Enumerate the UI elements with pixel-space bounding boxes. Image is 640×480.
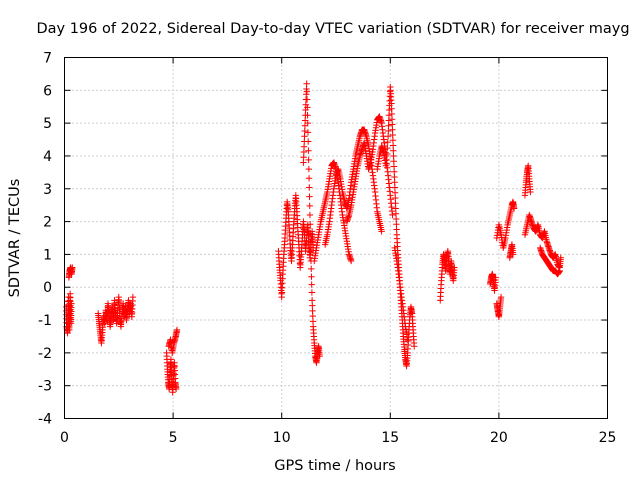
y-axis-label: SDTVAR / TECUs	[7, 179, 23, 298]
x-tick-label: 15	[381, 430, 399, 446]
data-point	[172, 385, 180, 393]
x-tick-label: 10	[273, 430, 291, 446]
data-point	[305, 165, 313, 173]
y-tick-label: 1	[43, 247, 52, 263]
data-point	[557, 254, 565, 261]
data-point	[305, 147, 312, 154]
data-point	[68, 300, 75, 307]
data-point	[304, 129, 312, 136]
data-point	[383, 150, 391, 158]
data-point	[306, 221, 314, 228]
data-point	[382, 162, 390, 169]
data-point	[308, 281, 315, 288]
data-point	[451, 264, 458, 271]
y-axis: -4 -3 -2 -1 0 1 2 3 4 5 6 7	[38, 51, 608, 428]
x-axis-label: GPS time / hours	[274, 458, 395, 474]
data-point	[304, 104, 311, 111]
data-point	[308, 273, 315, 280]
data-point	[304, 138, 312, 145]
x-tick-label: 25	[599, 430, 617, 446]
data-point	[173, 326, 181, 334]
data-point	[306, 211, 314, 219]
data-point	[303, 80, 310, 87]
data-point	[306, 202, 313, 210]
y-tick-label: 6	[43, 83, 52, 99]
data-points	[63, 80, 565, 396]
data-point	[308, 289, 316, 296]
data-point	[383, 156, 390, 164]
y-tick-label: -2	[38, 346, 52, 362]
y-tick-label: -1	[38, 313, 52, 329]
y-tick-label: 0	[43, 280, 52, 296]
grid-lines	[64, 57, 608, 419]
y-tick-label: 3	[43, 182, 52, 198]
data-point	[307, 248, 315, 255]
data-point	[305, 156, 312, 164]
data-point	[306, 184, 313, 191]
y-tick-label: 5	[43, 116, 52, 132]
y-tick-label: 4	[43, 149, 52, 165]
data-point	[404, 336, 411, 343]
data-point	[348, 257, 355, 265]
y-tick-label: -3	[38, 379, 52, 395]
data-point	[497, 293, 505, 301]
data-point	[69, 264, 76, 271]
data-point	[384, 138, 391, 146]
data-point	[308, 265, 315, 273]
data-point	[527, 188, 534, 196]
data-point	[129, 293, 137, 301]
data-point	[307, 239, 314, 246]
y-tick-label: -4	[38, 412, 52, 428]
plot-border	[64, 57, 608, 419]
x-tick-label: 20	[490, 430, 508, 446]
data-point	[304, 112, 311, 119]
data-point	[492, 274, 499, 281]
data-point	[303, 96, 311, 103]
x-tick-label: 5	[169, 430, 178, 446]
data-point	[410, 343, 418, 350]
data-point	[509, 251, 517, 258]
chart-title: Day 196 of 2022, Sidereal Day-to-day VTE…	[36, 21, 629, 37]
data-point	[384, 144, 391, 152]
data-point	[305, 175, 313, 182]
data-point	[304, 119, 311, 127]
data-point	[306, 193, 313, 200]
data-point	[556, 267, 563, 275]
x-axis: 0 5 10 15 20 25	[60, 57, 617, 446]
y-tick-label: 2	[43, 215, 52, 231]
x-tick-label: 0	[60, 430, 69, 446]
data-point	[510, 205, 518, 212]
data-point	[307, 230, 314, 237]
data-point	[389, 211, 396, 219]
data-point	[378, 228, 385, 235]
data-point	[303, 88, 311, 95]
y-tick-label: 7	[43, 51, 52, 67]
data-point	[316, 352, 323, 360]
